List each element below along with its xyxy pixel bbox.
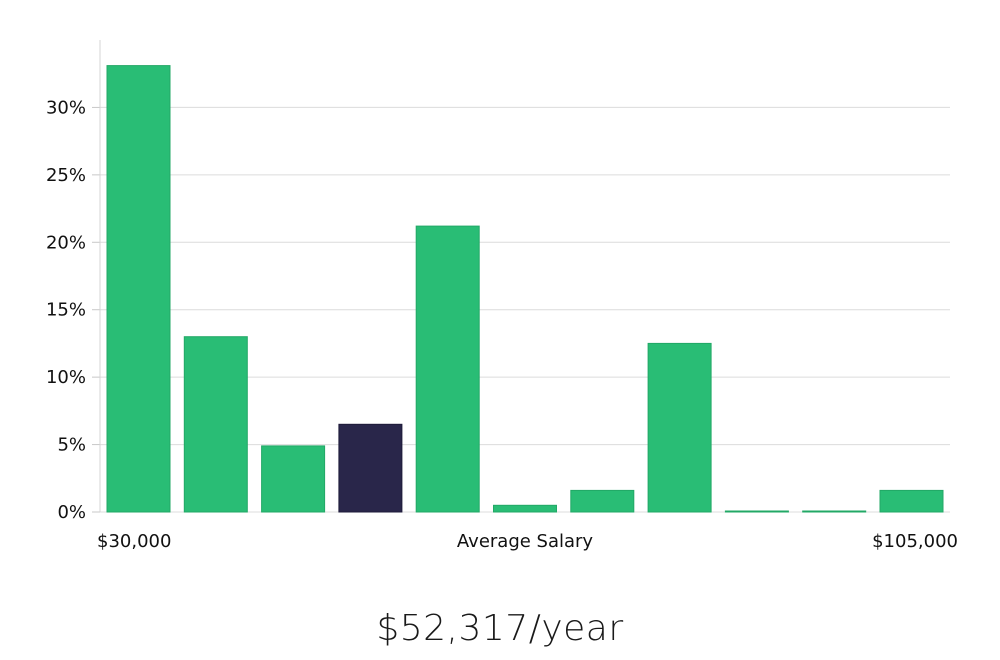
bar [802, 510, 867, 513]
y-tick-label: 0% [57, 502, 86, 523]
y-tick-label: 20% [46, 232, 86, 253]
y-tick-label: 25% [46, 165, 86, 186]
y-tick-label: 30% [46, 97, 86, 118]
y-tick-label: 5% [57, 435, 86, 456]
x-axis-title: Average Salary [457, 531, 594, 552]
bar [415, 225, 480, 513]
y-axis-ticks: 0% 5% 10% 15% 20% 25% 30% [46, 97, 100, 523]
bar [106, 65, 171, 513]
bar [261, 445, 326, 513]
bar [183, 336, 248, 513]
y-tick-label: 15% [46, 300, 86, 321]
x-end-label: $105,000 [872, 531, 958, 552]
bar-highlighted [338, 423, 403, 513]
bar [647, 342, 712, 513]
bars [106, 65, 944, 513]
bar [493, 504, 557, 513]
average-salary-caption: $52,317/year [376, 608, 624, 649]
bar [724, 510, 789, 513]
x-start-label: $30,000 [97, 531, 171, 552]
bar [570, 489, 635, 513]
salary-histogram: 0% 5% 10% 15% 20% 25% 30% $30,000 Average Sala… [46, 40, 958, 552]
bar [879, 489, 944, 513]
y-tick-label: 10% [46, 367, 86, 388]
